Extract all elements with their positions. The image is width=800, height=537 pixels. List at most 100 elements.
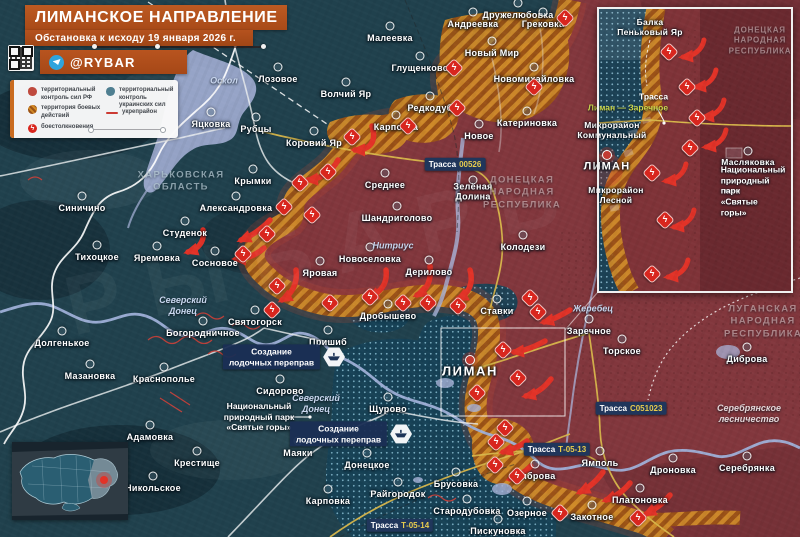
city-label: Долгенькое bbox=[34, 337, 90, 348]
city-label: ЛИМАН bbox=[441, 363, 499, 379]
city-marker bbox=[595, 446, 605, 456]
city-marker bbox=[425, 91, 435, 101]
city-marker bbox=[365, 242, 375, 252]
city-marker bbox=[617, 334, 627, 344]
city-label: Озерное bbox=[507, 507, 547, 518]
city-label: Пискуновка bbox=[470, 525, 526, 536]
city-label: Дроновка bbox=[650, 464, 696, 475]
clash-icon: ϟ bbox=[398, 116, 418, 136]
city-marker bbox=[424, 255, 434, 265]
city-label: Райгородок bbox=[370, 488, 426, 499]
water-label: Жеребец bbox=[572, 303, 614, 314]
water-label: Нитриус bbox=[372, 240, 414, 251]
city-marker bbox=[145, 420, 155, 430]
city-marker bbox=[323, 325, 333, 335]
city-marker bbox=[415, 51, 425, 61]
road-badge-number: С051023 bbox=[629, 403, 663, 413]
city-label: Дружелюбовка bbox=[482, 9, 554, 20]
city-label: Сосновое bbox=[191, 257, 239, 268]
city-label: Никольское bbox=[125, 482, 181, 493]
city-label: Карповка bbox=[373, 121, 419, 132]
city-marker bbox=[315, 256, 325, 266]
clash-icon: ϟ bbox=[659, 42, 679, 62]
city-marker bbox=[451, 467, 461, 477]
boat-crossing-label: Создание лодочных переправ bbox=[289, 421, 388, 447]
ukraine-minimap bbox=[12, 442, 128, 520]
city-label: Заречное bbox=[566, 325, 612, 336]
clash-icon: ϟ bbox=[485, 455, 505, 475]
attack-arrows bbox=[183, 123, 673, 517]
clashes-icon bbox=[28, 124, 37, 133]
city-label: Среднее bbox=[364, 179, 406, 190]
inset-source-rect bbox=[440, 327, 566, 417]
city-marker bbox=[602, 150, 612, 160]
city-marker bbox=[385, 21, 395, 31]
city-marker bbox=[468, 175, 478, 185]
city-label: Краснополье bbox=[132, 373, 196, 384]
city-marker bbox=[231, 191, 241, 201]
water-label: Северский Донец bbox=[159, 295, 207, 316]
inset-city-label: ЛИМАН bbox=[583, 160, 631, 173]
city-label: Коровий Яр bbox=[285, 137, 343, 148]
city-marker bbox=[380, 168, 390, 178]
city-label: Донецкое bbox=[344, 459, 390, 470]
water-label: Северский Донец bbox=[292, 393, 340, 414]
city-label: Яцковка bbox=[191, 118, 231, 129]
city-marker bbox=[530, 459, 540, 469]
inset-park-label: Национальный природный парк «Святые горы… bbox=[720, 164, 786, 217]
clash-icon: ϟ bbox=[267, 276, 287, 296]
city-marker bbox=[152, 241, 162, 251]
road-badge-prefix: Трасса bbox=[599, 403, 627, 413]
city-label: Маяки bbox=[283, 447, 313, 458]
city-marker bbox=[248, 164, 258, 174]
clash-icon: ϟ bbox=[642, 163, 662, 183]
region-label: ХАРЬКОВСКАЯ ОБЛАСТЬ bbox=[137, 169, 225, 193]
combat-zone-icon bbox=[28, 105, 37, 114]
city-marker bbox=[273, 62, 283, 72]
city-label: Александровка bbox=[199, 202, 273, 213]
legend-item-fortified-line: укрепрайон bbox=[106, 109, 182, 117]
city-marker bbox=[393, 477, 403, 487]
clash-icon: ϟ bbox=[447, 98, 467, 118]
boat-crossing-badge: Создание лодочных переправ bbox=[289, 421, 413, 447]
city-label: Зелёная Долина bbox=[453, 181, 493, 202]
clash-icon: ϟ bbox=[628, 508, 648, 528]
page-subtitle: Обстановка к исходу 19 января 2026 г. bbox=[25, 30, 253, 46]
city-marker bbox=[743, 146, 753, 156]
city-marker bbox=[493, 514, 503, 524]
city-label: Рубцы bbox=[240, 123, 272, 134]
region-label: ЛУГАНСКАЯ НАРОДНАЯ РЕСПУБЛИКА bbox=[723, 303, 800, 340]
legend-label: территориальный контроль украинских сил bbox=[119, 87, 174, 108]
city-marker bbox=[92, 240, 102, 250]
city-label: Платоновка bbox=[612, 494, 668, 505]
city-marker bbox=[323, 484, 333, 494]
clash-icon: ϟ bbox=[318, 162, 338, 182]
legend-label: боестолкновения bbox=[41, 124, 94, 130]
city-label: Ямполь bbox=[581, 457, 619, 468]
legend-label: укрепрайон bbox=[122, 109, 157, 115]
road-badge-prefix: Трасса bbox=[370, 520, 399, 530]
road-badge-number: Т-05-13 bbox=[558, 444, 587, 454]
city-marker bbox=[85, 359, 95, 369]
city-label: Крестище bbox=[174, 457, 220, 468]
legend-scale-bar bbox=[88, 127, 166, 133]
rybar-handle: @RYBAR bbox=[70, 54, 136, 70]
legend-item-ua-control: территориальный контроль украинских сил bbox=[106, 87, 182, 110]
city-label: Адамовка bbox=[126, 431, 174, 442]
city-marker bbox=[668, 453, 678, 463]
city-label: Дробышево bbox=[359, 310, 417, 321]
fortified-lines bbox=[27, 176, 457, 502]
city-label: Закотное bbox=[570, 511, 614, 522]
city-label: Глущенково bbox=[391, 62, 449, 73]
clash-icon: ϟ bbox=[680, 138, 700, 158]
clash-icon: ϟ bbox=[642, 264, 662, 284]
city-label: Андреевка bbox=[447, 18, 499, 29]
qr-code bbox=[8, 45, 34, 71]
scale-bar bbox=[92, 44, 266, 49]
city-marker bbox=[362, 448, 372, 458]
fortified-line-icon bbox=[106, 112, 118, 114]
city-marker bbox=[159, 362, 169, 372]
road-badge-prefix: Трасса bbox=[527, 444, 556, 454]
city-marker bbox=[192, 446, 202, 456]
